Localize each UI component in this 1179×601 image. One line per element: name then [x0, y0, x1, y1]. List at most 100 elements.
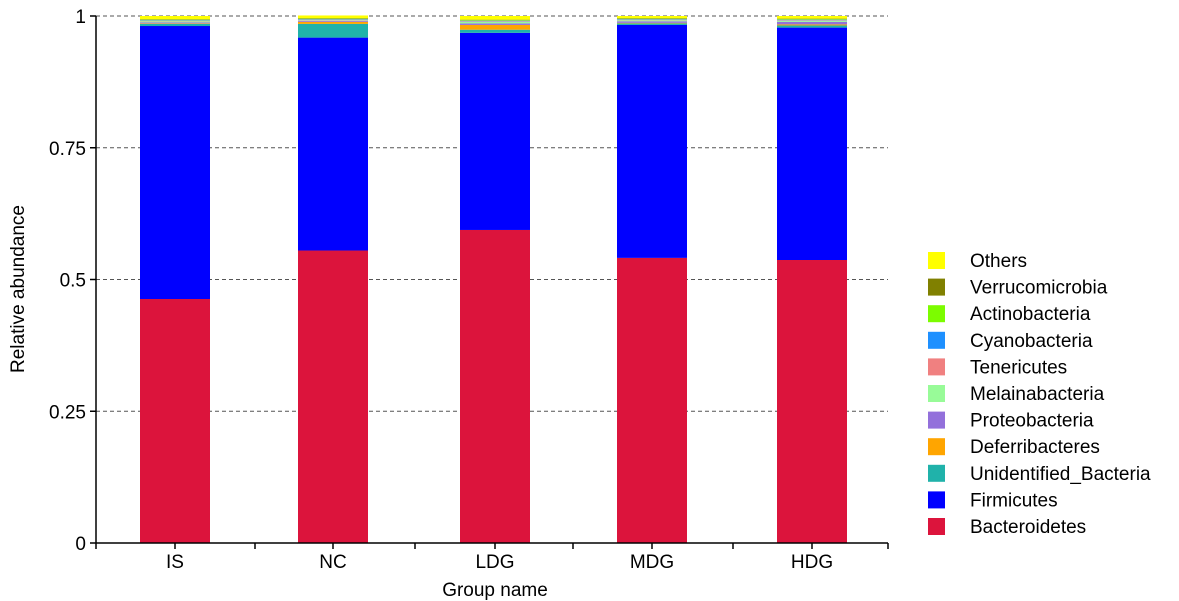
legend-label: Bacteroidetes	[970, 517, 1086, 538]
bar-segment-nc-deferribacteres	[298, 21, 368, 24]
bar-segment-mdg-unidentified-bacteria	[617, 23, 687, 25]
bar-segment-is-tenericutes	[140, 20, 210, 22]
bar-segment-nc-bacteroidetes	[298, 250, 368, 543]
bar-stack-mdg	[617, 16, 687, 543]
bar-segment-hdg-verrucomicrobia	[777, 18, 847, 20]
legend-item-proteobacteria: Proteobacteria	[928, 411, 1094, 432]
bar-segment-hdg-deferribacteres	[777, 24, 847, 26]
bar-segment-is-others	[140, 16, 210, 20]
bar-segment-ldg-bacteroidetes	[460, 229, 530, 543]
bar-stack-ldg	[460, 16, 530, 543]
axes: 0 0.25 0.5 0.75 1 IS NC LDG MDG HDG	[49, 7, 889, 573]
legend-swatch	[928, 491, 945, 509]
legend-item-verrucomicrobia: Verrucomicrobia	[928, 278, 1108, 299]
legend-label: Firmicutes	[970, 490, 1058, 511]
bar-segment-nc-others	[298, 15, 368, 19]
bar-segment-mdg-verrucomicrobia	[617, 18, 687, 19]
x-tick-label: LDG	[475, 552, 514, 573]
x-tick-label: NC	[319, 552, 346, 573]
legend-label: Unidentified_Bacteria	[970, 464, 1151, 485]
legend-swatch	[928, 358, 945, 376]
bar-segment-hdg-tenericutes	[777, 20, 847, 21]
legend-label: Deferribacteres	[970, 437, 1100, 458]
legend-label: Proteobacteria	[970, 411, 1094, 432]
bar-segment-mdg-proteobacteria	[617, 21, 687, 23]
bar-segment-is-bacteroidetes	[140, 298, 210, 543]
bar-segment-nc-firmicutes	[298, 37, 368, 251]
bar-segment-hdg-melainabacteria	[777, 20, 847, 22]
bar-segment-mdg-others	[617, 16, 687, 19]
bar-segment-ldg-unidentified-bacteria	[460, 29, 530, 33]
bar-segment-ldg-proteobacteria	[460, 23, 530, 25]
legend-item-firmicutes: Firmicutes	[928, 490, 1058, 511]
bar-segment-ldg-tenericutes	[460, 21, 530, 22]
bar-segment-nc-verrucomicrobia	[298, 18, 368, 19]
bar-segment-is-unidentified-bacteria	[140, 23, 210, 27]
legend-item-tenericutes: Tenericutes	[928, 357, 1067, 378]
x-axis-title: Group name	[442, 580, 548, 601]
legend-swatch	[928, 278, 945, 296]
legend-swatch	[928, 385, 945, 402]
legend-item-melainabacteria: Melainabacteria	[928, 384, 1105, 405]
bar-segment-is-actinobacteria	[140, 19, 210, 21]
bar-stack-is	[140, 16, 210, 543]
bar-segment-nc-actinobacteria	[298, 18, 368, 20]
legend-label: Verrucomicrobia	[970, 278, 1108, 299]
x-tick-label: MDG	[630, 552, 674, 573]
bar-segment-ldg-others	[460, 16, 530, 20]
bar-segment-hdg-bacteroidetes	[777, 260, 847, 543]
bar-segment-hdg-actinobacteria	[777, 19, 847, 20]
bar-segment-hdg-proteobacteria	[777, 21, 847, 25]
y-tick-label: 1	[75, 7, 86, 28]
bar-segment-ldg-cyanobacteria	[460, 20, 530, 22]
bar-segment-nc-tenericutes	[298, 19, 368, 21]
bars	[140, 15, 847, 543]
bar-segment-is-verrucomicrobia	[140, 19, 210, 20]
legend-swatch	[928, 252, 945, 269]
bar-segment-mdg-melainabacteria	[617, 20, 687, 22]
bar-segment-mdg-cyanobacteria	[617, 19, 687, 20]
y-tick-label: 0.25	[49, 402, 86, 423]
legend-item-cyanobacteria: Cyanobacteria	[928, 331, 1093, 352]
legend-item-deferribacteres: Deferribacteres	[928, 437, 1100, 458]
bar-stack-nc	[298, 15, 368, 543]
legend-swatch	[928, 411, 945, 429]
legend-label: Others	[970, 251, 1027, 272]
y-axis-title: Relative abundance	[8, 205, 29, 373]
bar-segment-is-deferribacteres	[140, 23, 210, 24]
bar-segment-nc-proteobacteria	[298, 20, 368, 22]
legend-label: Cyanobacteria	[970, 331, 1093, 352]
bar-segment-is-proteobacteria	[140, 22, 210, 24]
bar-segment-nc-unidentified-bacteria	[298, 23, 368, 38]
bar-segment-mdg-actinobacteria	[617, 18, 687, 20]
legend: Others Verrucomicrobia Actinobacteria Cyano…	[928, 251, 1151, 538]
bar-segment-is-melainabacteria	[140, 21, 210, 23]
legend-swatch	[928, 438, 945, 456]
legend-swatch	[928, 331, 945, 349]
bar-segment-mdg-firmicutes	[617, 24, 687, 258]
bar-segment-ldg-actinobacteria	[460, 20, 530, 21]
bar-segment-mdg-bacteroidetes	[617, 257, 687, 543]
bar-segment-hdg-unidentified-bacteria	[777, 25, 847, 28]
legend-swatch	[928, 464, 945, 482]
bar-segment-ldg-verrucomicrobia	[460, 19, 530, 21]
y-tick-label: 0.75	[49, 139, 86, 160]
legend-swatch	[928, 518, 945, 535]
bar-segment-hdg-others	[777, 16, 847, 19]
legend-item-bacteroidetes: Bacteroidetes	[928, 517, 1086, 538]
x-tick-label: HDG	[791, 552, 833, 573]
bar-segment-is-cyanobacteria	[140, 20, 210, 21]
bar-segment-ldg-firmicutes	[460, 32, 530, 230]
legend-swatch	[928, 305, 945, 323]
bar-segment-mdg-tenericutes	[617, 19, 687, 21]
bar-segment-mdg-deferribacteres	[617, 22, 687, 24]
bar-segment-hdg-cyanobacteria	[777, 19, 847, 21]
legend-item-unidentified-bacteria: Unidentified_Bacteria	[928, 464, 1151, 485]
legend-label: Tenericutes	[970, 357, 1067, 378]
x-tick-label: IS	[166, 552, 184, 573]
legend-label: Actinobacteria	[970, 304, 1091, 325]
bar-segment-ldg-melainabacteria	[460, 21, 530, 24]
y-tick-label: 0.5	[60, 271, 86, 292]
legend-label: Melainabacteria	[970, 384, 1105, 405]
